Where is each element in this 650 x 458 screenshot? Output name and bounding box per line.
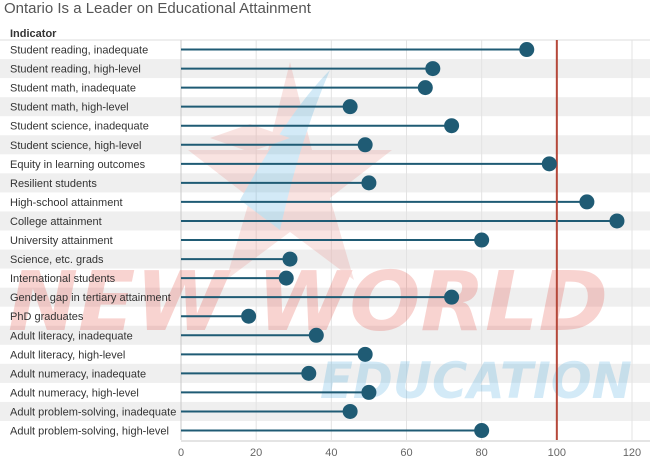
row-label: Resilient students [10, 178, 97, 190]
row-label: University attainment [10, 235, 113, 247]
x-axis: 0 20 40 60 80 100 120 [178, 440, 650, 458]
row-label: Science, etc. grads [10, 254, 104, 266]
row-label: Adult problem-solving, inadequate [10, 406, 176, 418]
lollipop-dot[interactable] [361, 175, 377, 191]
watermark-swoosh-icon [240, 70, 330, 230]
lollipop-dot[interactable] [609, 213, 625, 229]
watermark-star-icon [188, 62, 392, 280]
lollipop-dot[interactable] [579, 194, 595, 210]
column-header: Indicator [10, 28, 57, 40]
lollipop-dot[interactable] [241, 308, 257, 324]
row-label: Adult literacy, inadequate [10, 330, 133, 342]
lollipop-dot[interactable] [342, 403, 358, 419]
lollipop-dot[interactable] [357, 346, 373, 362]
x-tick-label: 20 [250, 447, 262, 458]
lollipop-dot[interactable] [361, 384, 377, 400]
row-band [0, 325, 650, 345]
x-tick-label: 80 [476, 447, 488, 458]
watermark-line1: NEW WORLD [8, 255, 608, 350]
lollipop-dot[interactable] [444, 118, 460, 134]
row-label: College attainment [10, 216, 102, 228]
row-label: Adult numeracy, inadequate [10, 368, 146, 380]
lollipop-dot[interactable] [519, 42, 535, 58]
lollipop-stems [181, 48, 617, 432]
lollipop-dot[interactable] [444, 289, 460, 305]
watermark-line2: EDUCATION [320, 352, 632, 410]
x-tick-label: 0 [178, 447, 184, 458]
lollipop-dot[interactable] [425, 61, 441, 77]
row-label: PhD graduates [10, 311, 84, 323]
x-tick-label: 120 [623, 447, 641, 458]
lollipop-dot[interactable] [282, 251, 298, 267]
lollipop-dots [241, 42, 625, 439]
lollipop-dot[interactable] [474, 423, 490, 439]
lollipop-dot[interactable] [417, 80, 433, 96]
lollipop-dot[interactable] [357, 137, 373, 153]
row-label: Student math, inadequate [10, 83, 136, 95]
row-label: Student reading, high-level [10, 64, 141, 76]
row-label: Student reading, inadequate [10, 45, 148, 57]
watermark-logo: NEW WORLD EDUCATION [8, 62, 632, 410]
row-label: International students [10, 273, 116, 285]
row-band [0, 249, 650, 269]
lollipop-dot[interactable] [301, 365, 317, 381]
x-tick-label: 40 [325, 447, 337, 458]
row-label: Adult numeracy, high-level [10, 387, 139, 399]
row-label: High-school attainment [10, 197, 123, 209]
chart-title: Ontario Is a Leader on Educational Attai… [4, 0, 311, 17]
lollipop-dot[interactable] [541, 156, 557, 172]
lollipop-dot[interactable] [342, 99, 358, 115]
row-label: Student science, high-level [10, 140, 141, 152]
x-tick-label: 100 [548, 447, 566, 458]
row-label: Equity in learning outcomes [10, 159, 146, 171]
row-label: Student math, high-level [10, 102, 129, 114]
row-band [0, 363, 650, 383]
row-label: Adult problem-solving, high-level [10, 426, 169, 438]
x-tick-label: 60 [400, 447, 412, 458]
lollipop-dot[interactable] [308, 327, 324, 343]
lollipop-dot[interactable] [474, 232, 490, 248]
row-label: Adult literacy, high-level [10, 349, 125, 361]
row-label: Gender gap in tertiary attainment [10, 292, 171, 304]
row-labels: Student reading, inadequate Student readi… [10, 45, 176, 438]
lollipop-dot[interactable] [278, 270, 294, 286]
row-label: Student science, inadequate [10, 121, 149, 133]
